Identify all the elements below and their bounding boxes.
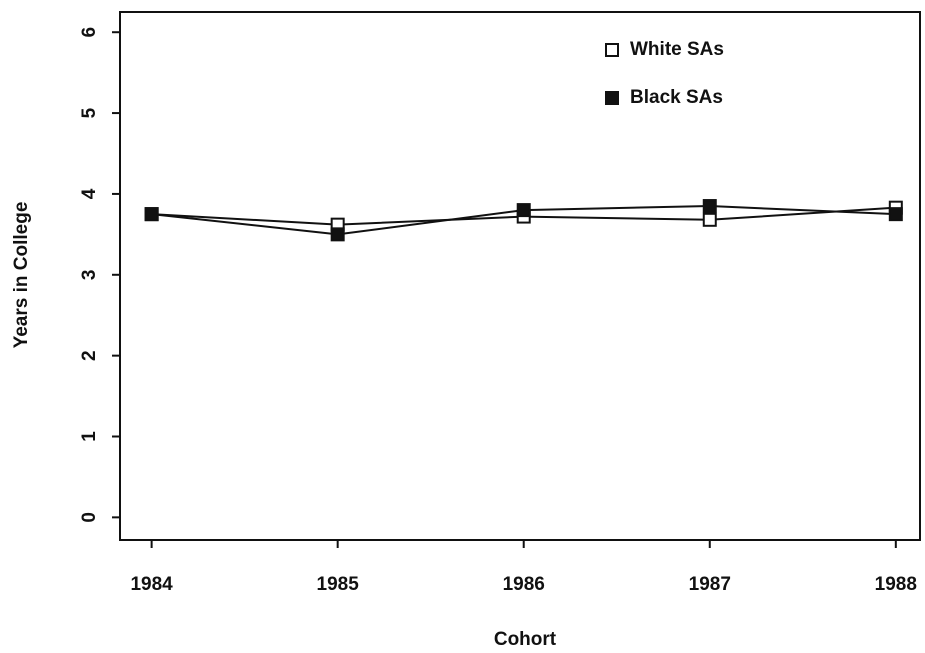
data-point (330, 227, 345, 242)
x-tick-label: 1986 (503, 574, 545, 595)
y-tick-label: 1 (79, 431, 100, 442)
y-tick-label: 6 (79, 27, 100, 38)
y-tick-label: 2 (79, 350, 100, 361)
x-tick-label: 1984 (130, 574, 173, 595)
y-tick-label: 3 (79, 269, 100, 280)
data-point (144, 207, 159, 222)
legend-label: Black SAs (630, 87, 723, 108)
x-tick-label: 1988 (875, 574, 917, 595)
data-point (702, 199, 717, 214)
y-tick-label: 0 (79, 512, 100, 523)
y-tick-label: 4 (79, 188, 100, 199)
legend-marker (605, 43, 619, 57)
data-point (888, 207, 903, 222)
x-tick-label: 1985 (317, 574, 360, 595)
y-axis-label: Years in College (11, 202, 32, 349)
data-point (702, 212, 717, 227)
x-tick-label: 1987 (689, 574, 731, 595)
plot-frame (119, 11, 921, 541)
legend-label: White SAs (630, 39, 724, 60)
legend-marker (605, 91, 619, 105)
y-tick-label: 5 (79, 107, 100, 118)
data-point (516, 203, 531, 218)
x-axis-label: Cohort (494, 629, 557, 650)
